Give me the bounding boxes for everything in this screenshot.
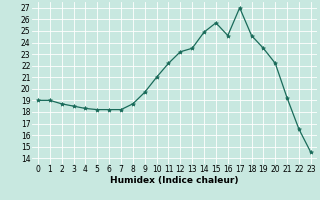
X-axis label: Humidex (Indice chaleur): Humidex (Indice chaleur) — [110, 176, 239, 185]
